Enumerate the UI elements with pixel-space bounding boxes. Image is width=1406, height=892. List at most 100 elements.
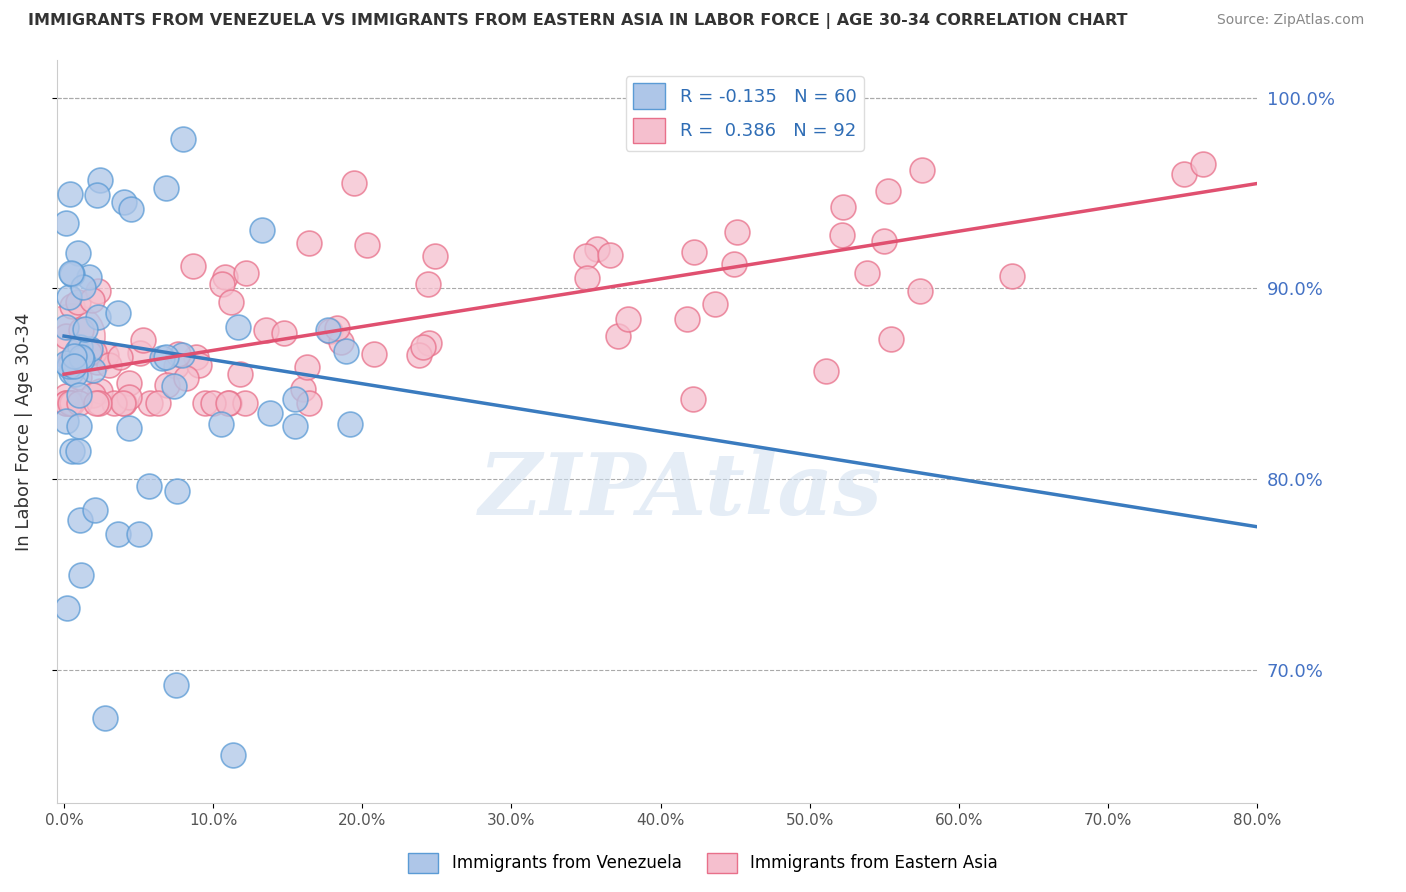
- Point: [575, 249, 598, 263]
- Point: [146, 396, 169, 410]
- Point: [60, 365, 83, 379]
- Point: [60, 266, 83, 280]
- Point: [187, 358, 209, 372]
- Point: [55, 389, 77, 403]
- Point: [62, 267, 84, 281]
- Point: [60, 299, 83, 313]
- Point: [59, 396, 82, 410]
- Point: [1173, 168, 1195, 182]
- Point: [343, 176, 366, 190]
- Point: [89, 384, 111, 398]
- Point: [167, 347, 190, 361]
- Point: [82, 388, 104, 402]
- Point: [832, 200, 855, 214]
- Point: [55, 396, 77, 410]
- Point: [254, 323, 277, 337]
- Point: [60, 329, 83, 343]
- Point: [80, 293, 103, 307]
- Point: [298, 235, 321, 250]
- Point: [235, 266, 257, 280]
- Point: [186, 350, 208, 364]
- Point: [295, 360, 318, 375]
- Point: [56, 600, 79, 615]
- Point: [86, 188, 108, 202]
- Point: [60, 396, 83, 410]
- Point: [120, 202, 142, 217]
- Point: [60, 444, 83, 458]
- Point: [252, 223, 274, 237]
- Point: [108, 350, 131, 364]
- Point: [291, 382, 314, 396]
- Point: [1192, 157, 1215, 171]
- Point: [67, 419, 90, 434]
- Point: [217, 396, 239, 410]
- Point: [575, 270, 598, 285]
- Legend: R = -0.135   N = 60, R =  0.386   N = 92: R = -0.135 N = 60, R = 0.386 N = 92: [626, 76, 863, 151]
- Point: [67, 369, 90, 384]
- Point: [112, 195, 135, 210]
- Point: [70, 352, 93, 367]
- Text: ZIPAtlas: ZIPAtlas: [479, 450, 883, 533]
- Point: [814, 364, 837, 378]
- Point: [219, 294, 242, 309]
- Point: [233, 396, 256, 410]
- Point: [586, 242, 609, 256]
- Point: [87, 284, 110, 298]
- Point: [98, 358, 121, 372]
- Point: [59, 186, 82, 201]
- Point: [73, 322, 96, 336]
- Point: [69, 350, 91, 364]
- Point: [89, 172, 111, 186]
- Point: [69, 513, 91, 527]
- Point: [298, 396, 321, 410]
- Point: [55, 328, 77, 343]
- Point: [69, 341, 91, 355]
- Legend: Immigrants from Venezuela, Immigrants from Eastern Asia: Immigrants from Venezuela, Immigrants fr…: [402, 847, 1004, 880]
- Point: [176, 370, 198, 384]
- Point: [69, 323, 91, 337]
- Point: [408, 348, 430, 362]
- Point: [218, 396, 240, 410]
- Point: [412, 340, 434, 354]
- Point: [356, 238, 378, 252]
- Point: [66, 294, 89, 309]
- Point: [84, 396, 107, 410]
- Point: [128, 527, 150, 541]
- Point: [59, 353, 82, 368]
- Point: [214, 269, 236, 284]
- Point: [70, 568, 93, 582]
- Point: [131, 333, 153, 347]
- Point: [107, 527, 129, 541]
- Point: [63, 368, 86, 382]
- Point: [84, 503, 107, 517]
- Point: [363, 347, 385, 361]
- Point: [165, 359, 187, 373]
- Point: [418, 335, 440, 350]
- Point: [138, 479, 160, 493]
- Point: [676, 312, 699, 326]
- Point: [58, 290, 80, 304]
- Point: [67, 387, 90, 401]
- Point: [273, 326, 295, 341]
- Point: [877, 184, 900, 198]
- Point: [150, 351, 173, 366]
- Point: [704, 297, 727, 311]
- Point: [63, 350, 86, 364]
- Point: [77, 346, 100, 360]
- Text: Source: ZipAtlas.com: Source: ZipAtlas.com: [1216, 13, 1364, 28]
- Point: [326, 321, 349, 335]
- Point: [156, 378, 179, 392]
- Point: [139, 396, 162, 410]
- Point: [908, 285, 931, 299]
- Point: [831, 227, 853, 242]
- Point: [616, 312, 638, 326]
- Point: [222, 747, 245, 762]
- Point: [118, 376, 141, 390]
- Point: [725, 225, 748, 239]
- Point: [87, 310, 110, 325]
- Point: [855, 266, 877, 280]
- Point: [319, 324, 342, 338]
- Point: [118, 421, 141, 435]
- Point: [316, 323, 339, 337]
- Point: [55, 356, 77, 370]
